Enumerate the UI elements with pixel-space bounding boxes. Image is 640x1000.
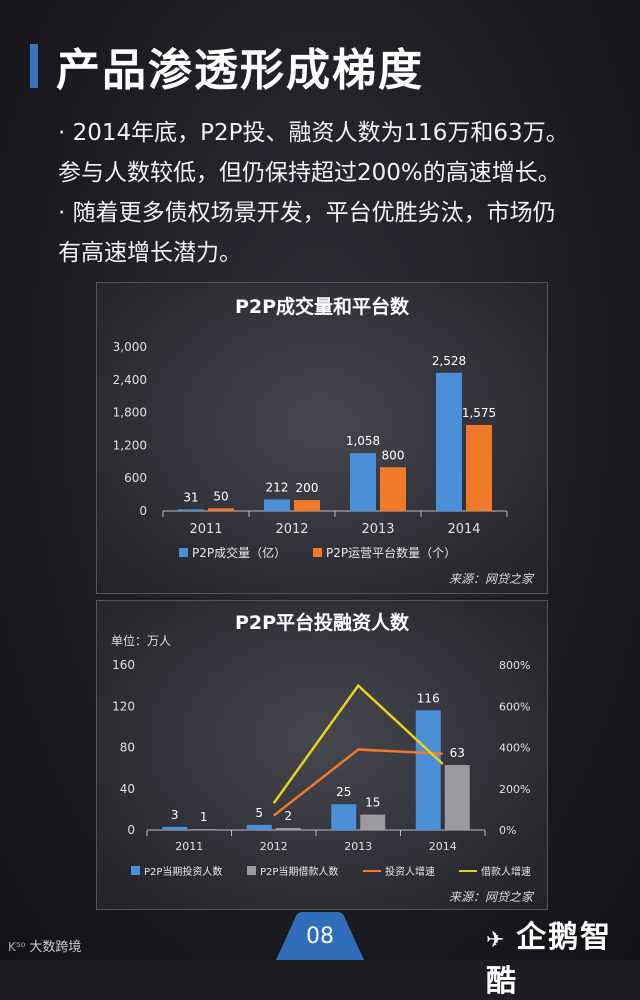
legend-label: P2P运营平台数量（个）	[326, 545, 456, 560]
chart-panel-volume: P2P成交量和平台数 0 600 1,200 1,800 2,400 3,000 31 50 20…	[96, 282, 548, 594]
data-label: 1,058	[346, 434, 380, 448]
category-label: 2014	[447, 522, 480, 537]
footer-left-text: 大数跨境	[29, 940, 82, 955]
y2-tick-label: 0%	[499, 824, 516, 837]
intro-line-2: 参与人数较低，但仍保持超过200%的高速增长。	[58, 160, 561, 186]
data-label: 1	[200, 810, 208, 824]
legend-label: P2P当期投资人数	[144, 865, 222, 878]
volume-platform-chart: P2P成交量和平台数 0 600 1,200 1,800 2,400 3,000 31 50 20…	[113, 295, 535, 586]
data-label: 50	[213, 489, 228, 503]
y-tick-label: 160	[112, 658, 135, 672]
y-tick-label: 1,800	[113, 406, 147, 420]
chart-panel-users: P2P平台投融资人数单位：万人 0 40 80 120 160 0% 200% 400% 600%…	[96, 600, 548, 910]
category-label: 2012	[260, 840, 288, 853]
bar	[360, 814, 386, 830]
bar	[191, 828, 217, 831]
bar	[466, 424, 492, 511]
brand-logo-icon: ✈	[486, 928, 517, 953]
data-label: 3	[171, 808, 179, 822]
chart-title: P2P平台投融资人数	[235, 611, 410, 634]
legend-label: P2P成交量（亿）	[192, 545, 286, 560]
bar	[380, 467, 406, 511]
unit-label: 单位：万人	[111, 633, 171, 648]
legend-swatch	[313, 548, 322, 557]
y2-tick-label: 200%	[499, 783, 530, 796]
y-tick-label: 1,200	[113, 438, 147, 452]
category-label: 2011	[189, 522, 222, 537]
data-label: 212	[266, 480, 289, 494]
data-label: 1,575	[462, 406, 496, 420]
brand-logo: ✈ 企鹅智酷	[486, 912, 640, 1000]
data-label: 15	[365, 796, 380, 810]
category-label: 2012	[275, 522, 308, 537]
title-accent-bar	[30, 44, 38, 88]
bar	[436, 372, 462, 511]
legend-label: 投资人增速	[385, 865, 435, 878]
legend-swatch	[179, 548, 188, 557]
bar	[246, 824, 272, 830]
legend-label: 借款人增速	[481, 865, 531, 878]
y-tick-label: 0	[139, 504, 147, 518]
y-tick-label: 600	[124, 471, 147, 485]
legend-swatch	[131, 866, 140, 875]
data-label: 31	[183, 490, 198, 504]
data-label: 5	[255, 806, 263, 820]
bar	[415, 710, 441, 830]
bar	[331, 804, 357, 830]
y2-tick-label: 800%	[499, 659, 530, 672]
series-line	[272, 683, 444, 804]
y2-tick-label: 600%	[499, 700, 530, 713]
source-note: 来源：网贷之家	[449, 890, 535, 904]
y-tick-label: 0	[127, 823, 135, 837]
source-note: 来源：网贷之家	[449, 572, 535, 586]
category-label: 2013	[344, 840, 372, 853]
bar	[294, 500, 320, 511]
legend-swatch	[247, 866, 256, 875]
bar	[264, 499, 290, 511]
bar	[178, 509, 204, 511]
intro-line-4: 有高速增长潜力。	[58, 240, 242, 266]
y-tick-label: 120	[112, 699, 135, 713]
data-label: 2	[284, 809, 292, 823]
chart-title: P2P成交量和平台数	[235, 295, 410, 318]
data-label: 63	[450, 746, 465, 760]
y-tick-label: 3,000	[113, 340, 147, 354]
series-line	[272, 748, 443, 817]
bar	[162, 826, 188, 830]
category-label: 2011	[175, 840, 203, 853]
y2-tick-label: 400%	[499, 742, 530, 755]
bar	[444, 765, 470, 830]
category-label: 2013	[361, 522, 394, 537]
y-tick-label: 2,400	[113, 373, 147, 387]
footer-source-logo: K⁵⁰ 大数跨境	[8, 936, 81, 955]
y-tick-label: 40	[120, 782, 135, 796]
data-label: 25	[336, 785, 351, 799]
bar	[208, 508, 234, 511]
intro-line-1: · 2014年底，P2P投、融资人数为116万和63万。	[58, 120, 569, 146]
bar	[275, 827, 301, 830]
data-label: 800	[382, 448, 405, 462]
data-label: 2,528	[432, 354, 466, 368]
footer-logo-icon: K⁵⁰	[8, 940, 30, 954]
page-number: 08	[306, 924, 334, 949]
y-tick-label: 80	[120, 741, 135, 755]
page-number-tab	[276, 912, 364, 960]
intro-line-3: · 随着更多债权场景开发，平台优胜劣汰，市场仍	[58, 200, 556, 226]
data-label: 200	[296, 481, 319, 495]
category-label: 2014	[429, 840, 457, 853]
legend-label: P2P当期借款人数	[260, 865, 338, 878]
data-label: 116	[417, 691, 440, 705]
page-title: 产品渗透形成梯度	[56, 45, 424, 96]
bar	[350, 453, 376, 511]
